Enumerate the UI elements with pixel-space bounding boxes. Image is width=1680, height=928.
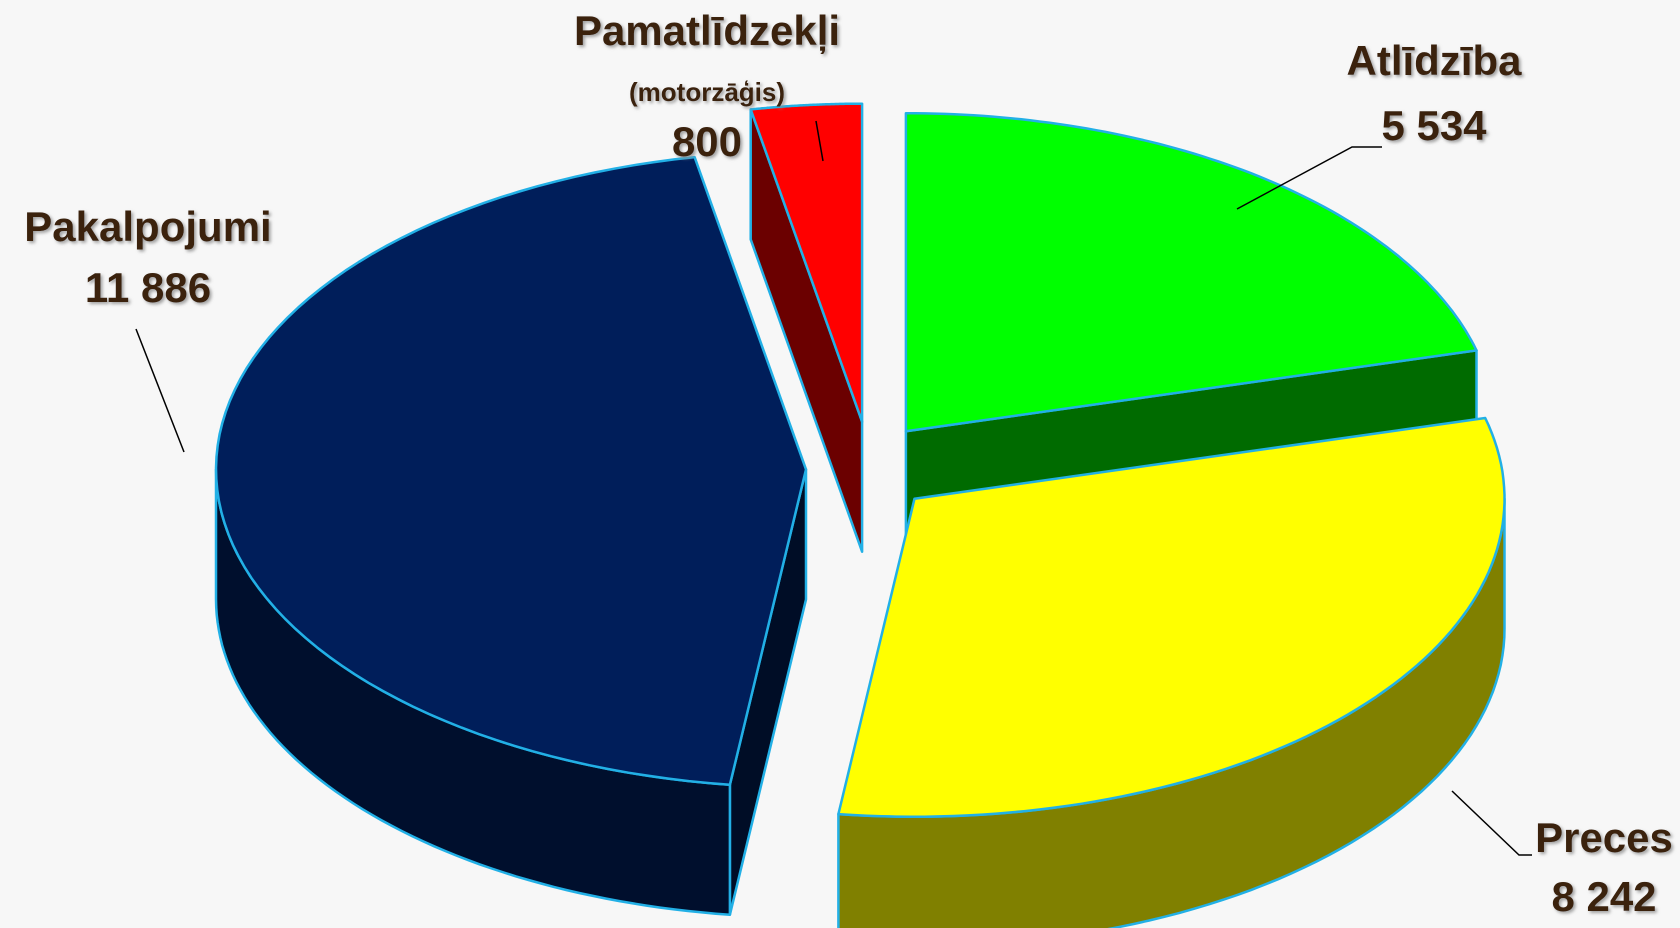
- value-label: 800: [672, 118, 742, 165]
- leader-line: [135, 328, 185, 453]
- category-label: Pakalpojumi: [24, 203, 271, 250]
- category-label: Preces: [1535, 814, 1673, 861]
- leader-line: [1236, 146, 1382, 210]
- leader-line: [1451, 790, 1532, 856]
- labels: Pamatlīdzekļi (motorzāģis) 800 Atlīdzība 5 5…: [24, 7, 1673, 920]
- value-label: 11 886: [85, 264, 211, 311]
- slice-top: [837, 416, 1506, 818]
- value-label: 5 534: [1381, 102, 1487, 149]
- slice-top: [904, 111, 1478, 433]
- slice-top: [214, 155, 808, 786]
- category-label: Pamatlīdzekļi: [574, 7, 840, 55]
- value-label: 8 242: [1551, 873, 1656, 920]
- slice-top: [749, 102, 864, 423]
- slices: [214, 102, 1506, 928]
- category-note: (motorzāģis): [629, 77, 785, 107]
- category-label: Atlīdzība: [1347, 37, 1523, 84]
- leader-line: [815, 120, 824, 162]
